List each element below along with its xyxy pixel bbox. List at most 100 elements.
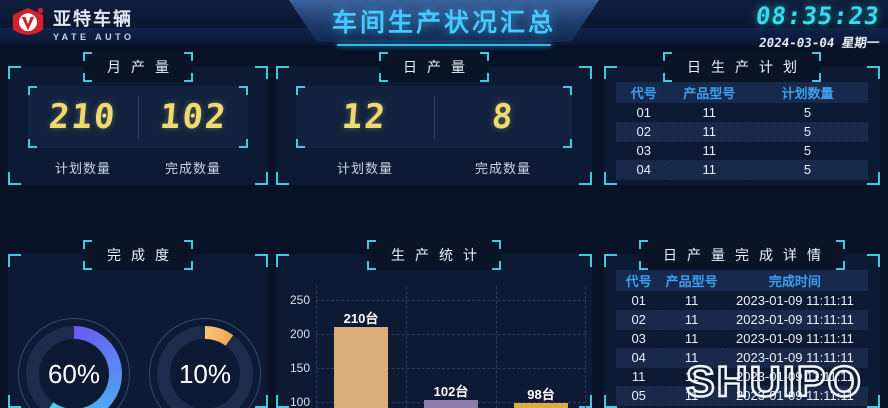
panel-daily-plan: 日生产计划 代号 产品型号 计划数量 01 11 5 02 11 5 03 11 5 04 11 5	[604, 57, 880, 185]
daily-completed-value: 8	[490, 97, 517, 137]
gridline	[405, 286, 407, 408]
column-header: 产品型号	[661, 270, 722, 291]
table-cell: 02	[631, 312, 646, 327]
table-cell: 11	[684, 331, 699, 346]
donut-chart-planned: 60%	[18, 318, 130, 408]
table-cell: 11	[702, 104, 716, 120]
table-cell: 01	[636, 104, 651, 120]
daily-detail-table-wrap: 代号 产品型号 完成时间 01 11 2023-01-09 11:11:11 02 11…	[616, 270, 868, 406]
table-cell: 01	[631, 292, 646, 308]
table-row: 01 11 2023-01-09 11:11:11	[616, 291, 868, 310]
panel-title-completion: 完成度	[83, 240, 193, 270]
yate-logo: 亚特车辆 YATE AUTO	[10, 5, 135, 42]
table-cell: 5	[803, 162, 812, 177]
table-row: 04 11 2023-01-09 11:11:11	[616, 348, 868, 367]
gridline	[316, 286, 317, 408]
table-cell: 2023-01-09 11:11:11	[736, 369, 854, 384]
table-cell: 11	[684, 369, 699, 384]
watermark-shuipo: SHUIPO	[685, 357, 863, 408]
table-cell: 2023-01-09 11:11:11	[736, 331, 854, 346]
y-tick-label: 200	[289, 326, 310, 341]
donut-ring	[26, 326, 122, 408]
table-cell: 11	[631, 369, 646, 384]
table-cell: 05	[631, 388, 646, 403]
donut-ring	[157, 326, 253, 408]
bar-value-label: 98台	[527, 386, 555, 402]
table-cell: 11	[684, 312, 699, 327]
column-header: 代号	[616, 82, 672, 103]
column-header: 完成时间	[721, 270, 868, 291]
panel-title-text: 完成度	[107, 247, 179, 263]
bar-value-label: 210台	[343, 310, 379, 326]
table-cell: 04	[636, 162, 651, 177]
table-row: 02 11 5	[616, 122, 868, 141]
table-cell: 02	[636, 124, 651, 139]
daily-plan-table: 代号 产品型号 计划数量 01 11 5 02 11 5 03 11 5 04 11 5	[616, 82, 868, 180]
clock-date: 2024-03-04 星期一	[758, 35, 881, 50]
table-header-row: 代号 产品型号 完成时间	[616, 270, 868, 291]
table-cell: 11	[684, 350, 699, 365]
monthly-planned-value-cell: 210	[28, 86, 138, 148]
bar-chart-y-axis: 250 200 150 100	[282, 286, 310, 408]
logo-emblem-icon	[12, 7, 44, 35]
panel-title-monthly-output: 月产量	[83, 52, 193, 82]
daily-number-display: 12 8	[296, 86, 572, 148]
table-cell: 5	[803, 124, 812, 139]
table-cell: 03	[636, 143, 651, 158]
monthly-completed-label: 完成数量	[164, 161, 221, 176]
y-tick-label: 100	[289, 394, 310, 408]
bar-value-label: 102台	[433, 384, 469, 400]
panel-production-stats: 生产统计 250 200 150 100 210台 102台 98台	[276, 245, 592, 408]
panel-title-text: 日产量完成详情	[663, 247, 831, 263]
gridline	[316, 367, 586, 369]
table-row: 05 11 2023-01-09 11:11:11	[616, 386, 868, 405]
panel-daily-output: 日产量 12 8 计划数量 完成数量	[276, 57, 592, 185]
divider	[433, 96, 435, 138]
table-row: 01 11 5	[616, 103, 868, 122]
table-cell: 03	[631, 331, 646, 346]
gridline	[316, 333, 586, 335]
bar	[424, 400, 478, 408]
monthly-labels: 计划数量 完成数量	[28, 158, 248, 177]
panel-title-text: 日生产计划	[687, 59, 807, 75]
logo-text: 亚特车辆 YATE AUTO	[53, 5, 135, 42]
panel-monthly-output: 月产量 210 102 计划数量 完成数量	[8, 57, 268, 185]
table-row: 11 11 2023-01-09 11:11:11	[616, 367, 868, 386]
panel-title-text: 生产统计	[391, 247, 487, 263]
title-underline	[337, 44, 551, 46]
column-header: 产品型号	[671, 82, 748, 103]
clock-time: 08:35:23	[754, 2, 882, 30]
table-header-row: 代号 产品型号 计划数量	[616, 82, 868, 103]
table-row: 03 11 2023-01-09 11:11:11	[616, 329, 868, 348]
panel-title-production-stats: 生产统计	[367, 240, 501, 270]
table-cell: 2023-01-09 11:11:11	[736, 350, 854, 365]
donut-percent-label: 60%	[47, 358, 101, 389]
daily-planned-label: 计划数量	[336, 161, 393, 176]
daily-completed-label: 完成数量	[474, 161, 531, 176]
monthly-completed-value: 102	[157, 97, 229, 137]
header: 亚特车辆 YATE AUTO 车间生产状况汇总 08:35:23 2024-03…	[0, 0, 888, 50]
table-cell: 11	[702, 124, 716, 139]
page-title: 车间生产状况汇总	[331, 9, 556, 37]
logo-text-en: YATE AUTO	[53, 32, 135, 42]
panel-title-daily-output: 日产量	[379, 52, 489, 82]
panel-daily-detail: 日产量完成详情 代号 产品型号 完成时间 01 11 2023-01-09 11:1…	[604, 245, 880, 408]
monthly-planned-label: 计划数量	[54, 161, 111, 176]
monthly-completed-value-cell: 102	[139, 86, 249, 148]
daily-planned-value: 12	[340, 97, 389, 137]
table-row: 03 11 5	[616, 141, 868, 160]
daily-completed-value-cell: 8	[435, 86, 573, 148]
table-row: 04 11 5	[616, 160, 868, 179]
donut-chart-completed: 10%	[149, 318, 261, 408]
table-cell: 11	[684, 388, 699, 403]
table-cell: 11	[702, 162, 716, 177]
table-cell: 2023-01-09 11:11:11	[736, 292, 854, 308]
y-tick-label: 250	[289, 292, 310, 307]
table-cell: 11	[702, 143, 716, 158]
y-tick-label: 150	[289, 360, 310, 375]
donut-percent-label: 10%	[178, 358, 232, 389]
panel-title-daily-detail: 日产量完成详情	[639, 240, 845, 270]
divider	[137, 96, 139, 138]
daily-planned-value-cell: 12	[296, 86, 434, 148]
